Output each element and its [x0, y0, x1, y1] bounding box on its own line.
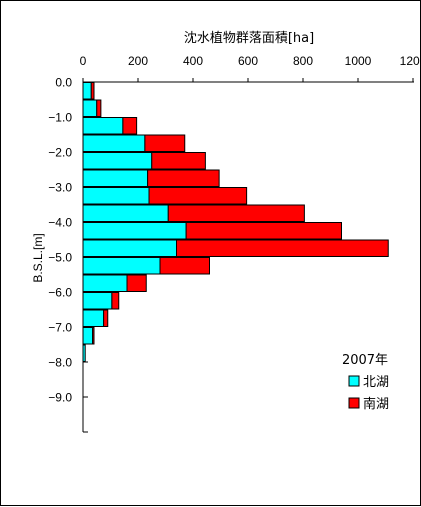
y-tick-label-7: −7.0 [48, 321, 72, 335]
bar-south-lake-12 [111, 292, 120, 310]
y-tick-label-3: −3.0 [48, 181, 72, 195]
bar-south-lake-11 [126, 274, 147, 292]
x-tick-label-5: 1000 [345, 54, 372, 68]
bar-north-lake-12 [82, 292, 113, 310]
y-tick-label-1: −1.0 [48, 111, 72, 125]
y-tick-label-0: 0.0 [55, 76, 72, 90]
y-axis-label: B.S.L.[m] [31, 233, 45, 282]
x-tick-label-0: 0 [80, 54, 87, 68]
bar-north-lake-9 [82, 239, 177, 257]
x-tick-label-1: 200 [128, 54, 148, 68]
x-tick-label-2: 400 [183, 54, 203, 68]
bar-north-lake-8 [82, 222, 187, 240]
bar-north-lake-7 [82, 204, 169, 222]
bar-north-lake-2 [82, 117, 124, 135]
bar-south-lake-7 [167, 204, 305, 222]
bar-south-lake-9 [176, 239, 389, 257]
bar-south-lake-13 [103, 309, 109, 327]
y-tick-label-6: −6.0 [48, 286, 72, 300]
y-tick-label-2: −2.0 [48, 146, 72, 160]
bar-south-lake-3 [144, 134, 186, 152]
y-tick-label-8: −8.0 [48, 356, 72, 370]
bar-north-lake-13 [82, 309, 105, 327]
bar-north-lake-1 [82, 99, 98, 117]
bar-south-lake-4 [151, 152, 206, 170]
y-tick-label-4: −4.0 [48, 216, 72, 230]
legend-label-0: 北湖 [363, 375, 389, 390]
bar-north-lake-0 [82, 82, 92, 100]
bar-south-lake-0 [90, 82, 95, 100]
bar-north-lake-3 [82, 134, 146, 152]
x-tick-label-3: 600 [238, 54, 258, 68]
bar-north-lake-14 [82, 327, 94, 345]
legend-label-1: 南湖 [363, 396, 389, 412]
bars-group [82, 82, 389, 362]
bar-south-lake-6 [148, 187, 248, 205]
legend-title: 2007年 [342, 353, 388, 368]
bar-south-lake-2 [122, 117, 138, 135]
bar-north-lake-10 [82, 257, 161, 275]
bar-north-lake-11 [82, 274, 128, 292]
chart-title: 沈水植物群落面積[ha] [184, 31, 314, 46]
bar-south-lake-5 [147, 169, 220, 187]
y-tick-label-9: −9.0 [48, 391, 72, 405]
bar-south-lake-1 [96, 99, 102, 117]
bar-north-lake-6 [82, 187, 150, 205]
bar-north-lake-4 [82, 152, 153, 170]
bar-south-lake-10 [159, 257, 210, 275]
bar-south-lake-14 [92, 327, 95, 345]
legend-swatch-1 [348, 397, 360, 409]
x-tick-label-4: 800 [293, 54, 313, 68]
bar-north-lake-5 [82, 169, 149, 187]
bar-south-lake-8 [185, 222, 342, 240]
y-tick-label-5: −5.0 [48, 251, 72, 265]
legend-swatch-0 [348, 375, 360, 387]
